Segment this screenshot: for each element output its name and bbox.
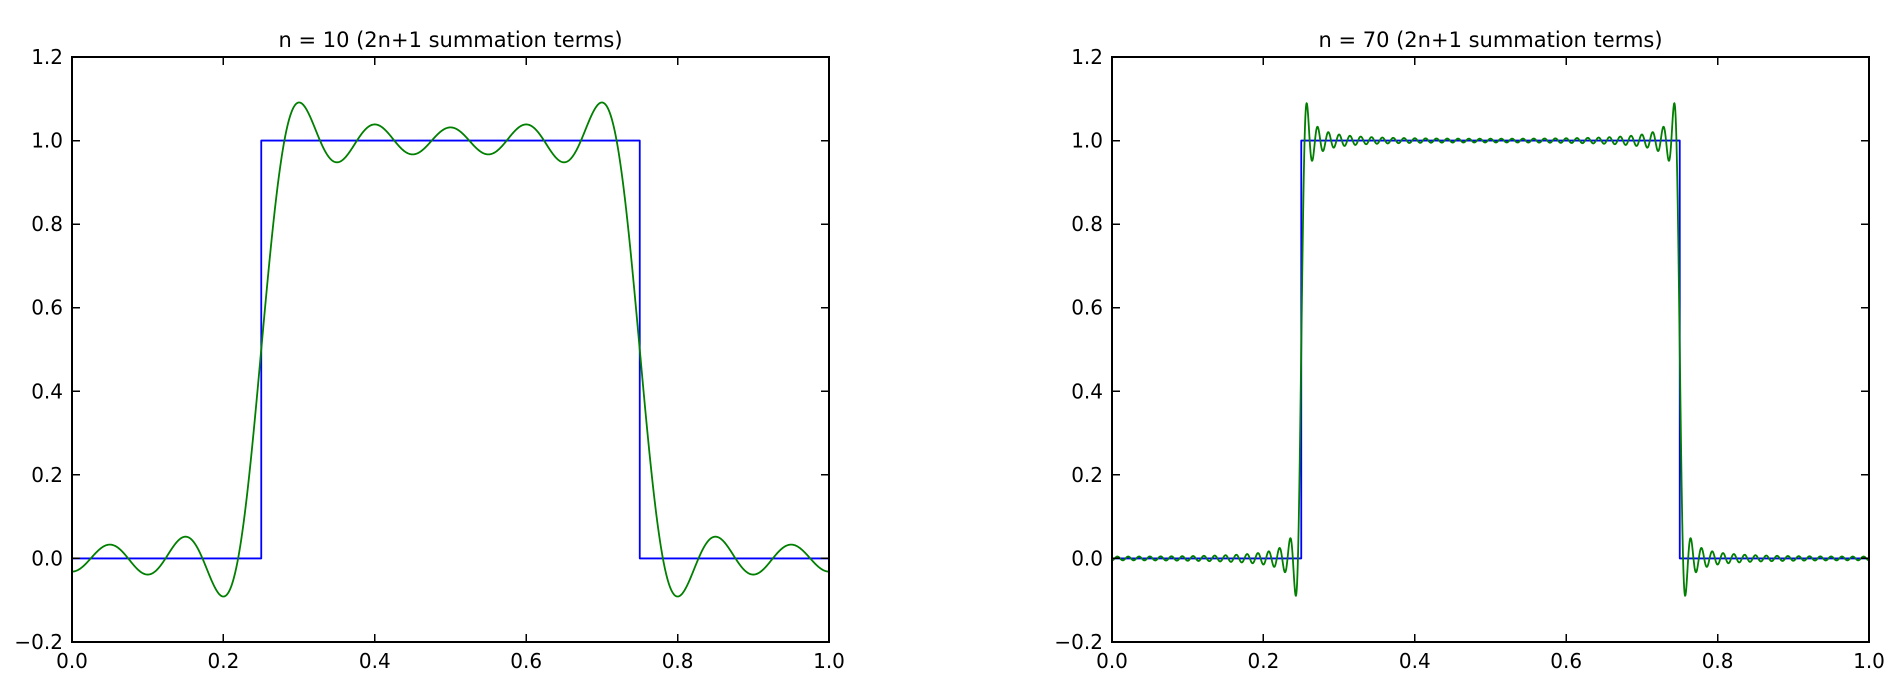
y-tick-label: 0.4 [31, 379, 63, 403]
x-tick-label: 0.8 [662, 649, 694, 673]
subplot-left: 0.0 0.2 0.4 0.6 0.8 1.0−0.20.00.20.40.60.81.0… [14, 45, 844, 673]
y-tick-label: −0.2 [1054, 630, 1103, 654]
y-tick-label: 1.2 [31, 45, 63, 69]
y-tick-label: 1.0 [1071, 129, 1103, 153]
x-tick-label: 0.2 [207, 649, 239, 673]
x-tick-label: 0.6 [1550, 649, 1582, 673]
x-tick-label: 0.8 [1702, 649, 1734, 673]
fourier-sum-line [1111, 102, 1870, 597]
y-tick-label: 0.8 [31, 212, 63, 236]
x-tick-label: 0.4 [359, 649, 391, 673]
plot-title-left: n = 10 (2n+1 summation terms) [278, 28, 622, 52]
axes-spines [71, 56, 830, 643]
square-wave-line [72, 139, 829, 560]
x-tick-label: 0.2 [1247, 649, 1279, 673]
square-wave-line [1112, 139, 1869, 560]
y-tick-label: 0.6 [31, 296, 63, 320]
plot-title-right: n = 70 (2n+1 summation terms) [1318, 28, 1662, 52]
y-tick-label: 1.2 [1071, 45, 1103, 69]
fourier-sum-line [71, 101, 830, 598]
x-tick-label: 0.0 [1096, 649, 1128, 673]
y-tick-label: 0.0 [1071, 546, 1103, 570]
x-tick-label: 1.0 [813, 649, 845, 673]
y-tick-label: 0.2 [31, 463, 63, 487]
y-tick-label: 0.0 [31, 546, 63, 570]
y-tick-label: 0.2 [1071, 463, 1103, 487]
y-tick-label: 1.0 [31, 129, 63, 153]
y-tick-label: 0.6 [1071, 296, 1103, 320]
y-tick-label: 0.8 [1071, 212, 1103, 236]
x-tick-label: 0.6 [510, 649, 542, 673]
axes-spines [1111, 56, 1870, 643]
x-tick-label: 0.4 [1399, 649, 1431, 673]
y-tick-label: 0.4 [1071, 379, 1103, 403]
y-tick-label: −0.2 [14, 630, 63, 654]
x-tick-label: 1.0 [1853, 649, 1885, 673]
x-tick-label: 0.0 [56, 649, 88, 673]
subplot-right: 0.0 0.2 0.4 0.6 0.8 1.0−0.20.00.20.40.60.81.0… [1054, 45, 1884, 673]
